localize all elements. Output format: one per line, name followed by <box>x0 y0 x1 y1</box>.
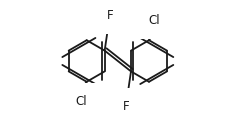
Text: F: F <box>123 100 130 112</box>
Text: Cl: Cl <box>148 15 160 27</box>
Text: F: F <box>107 10 113 22</box>
Text: Cl: Cl <box>76 95 87 107</box>
